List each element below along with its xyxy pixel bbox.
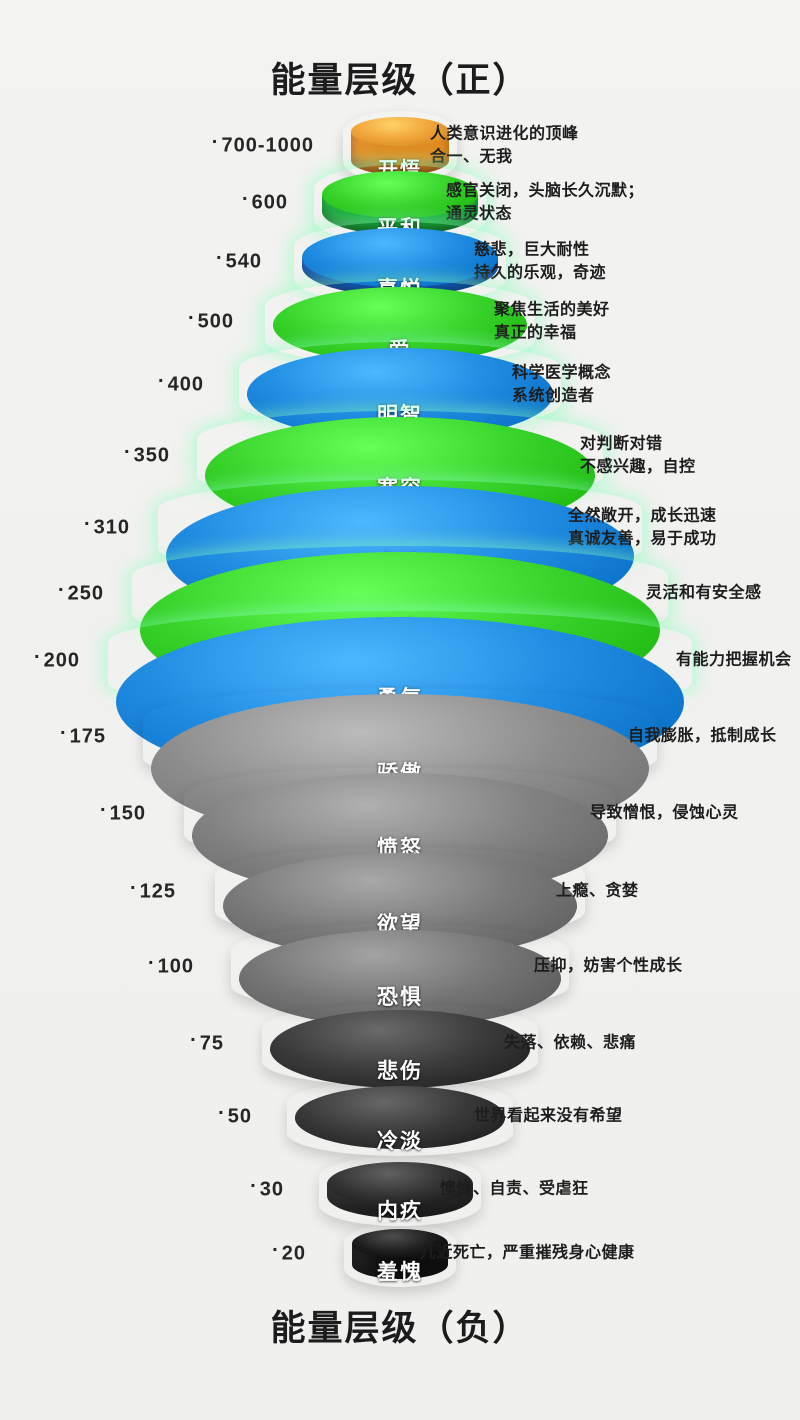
value-text: 310 bbox=[93, 516, 130, 539]
value-text: 50 bbox=[227, 1105, 252, 1128]
level-value: · 50 bbox=[218, 1102, 252, 1129]
level-description: 对判断对错 不感兴趣，自控 bbox=[580, 435, 696, 475]
value-bullet-icon: · bbox=[123, 441, 132, 464]
value-text: 75 bbox=[199, 1032, 224, 1055]
level-description: 压抑，妨害个性成长 bbox=[534, 957, 683, 975]
level-value: · 75 bbox=[190, 1029, 224, 1056]
level-value: · 540 bbox=[215, 247, 262, 274]
value-text: 125 bbox=[139, 880, 176, 903]
level-disc[interactable]: 悲伤 bbox=[270, 1010, 530, 1088]
page-title-negative: 能量层级（负） bbox=[270, 1309, 530, 1348]
level-description: 慈悲，巨大耐性 持久的乐观，奇迹 bbox=[474, 241, 607, 281]
value-text: 100 bbox=[157, 955, 194, 978]
value-text: 700-1000 bbox=[221, 134, 314, 157]
level-description: 聚焦生活的美好 真正的幸福 bbox=[494, 301, 610, 341]
level-description: 几近死亡，严重摧残身心健康 bbox=[420, 1244, 635, 1262]
level-description: 懊悔、自责、受虐狂 bbox=[440, 1180, 589, 1198]
disc-top-face bbox=[295, 1086, 505, 1149]
value-bullet-icon: · bbox=[211, 131, 220, 154]
value-bullet-icon: · bbox=[187, 307, 196, 330]
value-bullet-icon: · bbox=[250, 1175, 258, 1198]
disc-top-face bbox=[322, 171, 478, 218]
value-bullet-icon: · bbox=[33, 646, 42, 669]
level-value: · 175 bbox=[59, 722, 106, 749]
level-description: 全然敞开，成长迅速 真诚友善，易于成功 bbox=[568, 507, 717, 547]
level-disc[interactable]: 欲望 bbox=[223, 853, 577, 959]
value-text: 600 bbox=[251, 191, 288, 214]
value-bullet-icon: · bbox=[157, 370, 166, 393]
level-value: · 400 bbox=[157, 370, 204, 397]
value-text: 150 bbox=[109, 802, 146, 825]
level-description: 世界看起来没有希望 bbox=[474, 1107, 623, 1125]
disc-body bbox=[273, 287, 527, 363]
level-description: 灵活和有安全感 bbox=[646, 584, 762, 602]
disc-top-face bbox=[327, 1162, 473, 1206]
disc-body bbox=[295, 1086, 505, 1149]
value-text: 540 bbox=[225, 250, 262, 273]
level-value: · 310 bbox=[83, 513, 130, 540]
level-description: 失落、依赖、悲痛 bbox=[504, 1034, 637, 1052]
disc-body bbox=[239, 930, 561, 1027]
level-value: · 250 bbox=[57, 579, 104, 606]
level-value: · 700-1000 bbox=[211, 131, 314, 158]
value-bullet-icon: · bbox=[241, 188, 250, 211]
disc-body bbox=[192, 773, 608, 898]
disc-body bbox=[223, 853, 577, 959]
disc-body bbox=[351, 117, 449, 175]
value-bullet-icon: · bbox=[272, 1239, 280, 1262]
level-value: · 20 bbox=[272, 1239, 306, 1266]
level-disc[interactable]: 愤怒 bbox=[192, 773, 608, 898]
level-value: · 500 bbox=[187, 307, 234, 334]
level-description: 自我膨胀，抵制成长 bbox=[628, 727, 777, 745]
level-description: 人类意识进化的顶峰 合一、无我 bbox=[430, 125, 579, 165]
value-bullet-icon: · bbox=[129, 877, 138, 900]
value-bullet-icon: · bbox=[215, 247, 224, 270]
level-disc[interactable]: 羞愧 bbox=[352, 1229, 448, 1284]
disc-top-face bbox=[352, 1229, 448, 1258]
level-description: 有能力把握机会 bbox=[676, 651, 792, 669]
level-value: · 100 bbox=[147, 952, 194, 979]
level-description: 上瘾、贪婪 bbox=[556, 882, 639, 900]
value-bullet-icon: · bbox=[83, 513, 92, 536]
level-description: 导致憎恨，侵蚀心灵 bbox=[590, 804, 739, 822]
disc-body bbox=[327, 1162, 473, 1218]
value-bullet-icon: · bbox=[99, 799, 108, 822]
disc-body bbox=[352, 1229, 448, 1279]
value-text: 350 bbox=[133, 444, 170, 467]
disc-top-face bbox=[270, 1010, 530, 1088]
page-title-positive: 能量层级（正） bbox=[270, 61, 530, 100]
value-text: 400 bbox=[167, 373, 204, 396]
value-bullet-icon: · bbox=[190, 1029, 198, 1052]
level-value: · 30 bbox=[250, 1175, 284, 1202]
value-text: 30 bbox=[259, 1178, 284, 1201]
value-text: 250 bbox=[67, 582, 104, 605]
level-value: · 150 bbox=[99, 799, 146, 826]
disc-top-face bbox=[351, 117, 449, 146]
value-text: 175 bbox=[69, 725, 106, 748]
level-disc[interactable]: 恐惧 bbox=[239, 930, 561, 1027]
level-value: · 200 bbox=[33, 646, 80, 673]
value-bullet-icon: · bbox=[218, 1102, 226, 1125]
value-text: 200 bbox=[43, 649, 80, 672]
value-text: 500 bbox=[197, 310, 234, 333]
value-bullet-icon: · bbox=[59, 722, 68, 745]
level-disc[interactable]: 冷淡 bbox=[295, 1086, 505, 1153]
disc-body bbox=[270, 1010, 530, 1088]
value-bullet-icon: · bbox=[147, 952, 156, 975]
level-description: 感官关闭，头脑长久沉默； 通灵状态 bbox=[446, 182, 645, 222]
level-value: · 125 bbox=[129, 877, 176, 904]
level-value: · 600 bbox=[241, 188, 288, 215]
value-bullet-icon: · bbox=[57, 579, 66, 602]
level-description: 科学医学概念 系统创造者 bbox=[512, 364, 612, 404]
level-value: · 350 bbox=[123, 441, 170, 468]
value-text: 20 bbox=[281, 1242, 306, 1265]
disc-top-face bbox=[302, 228, 498, 287]
